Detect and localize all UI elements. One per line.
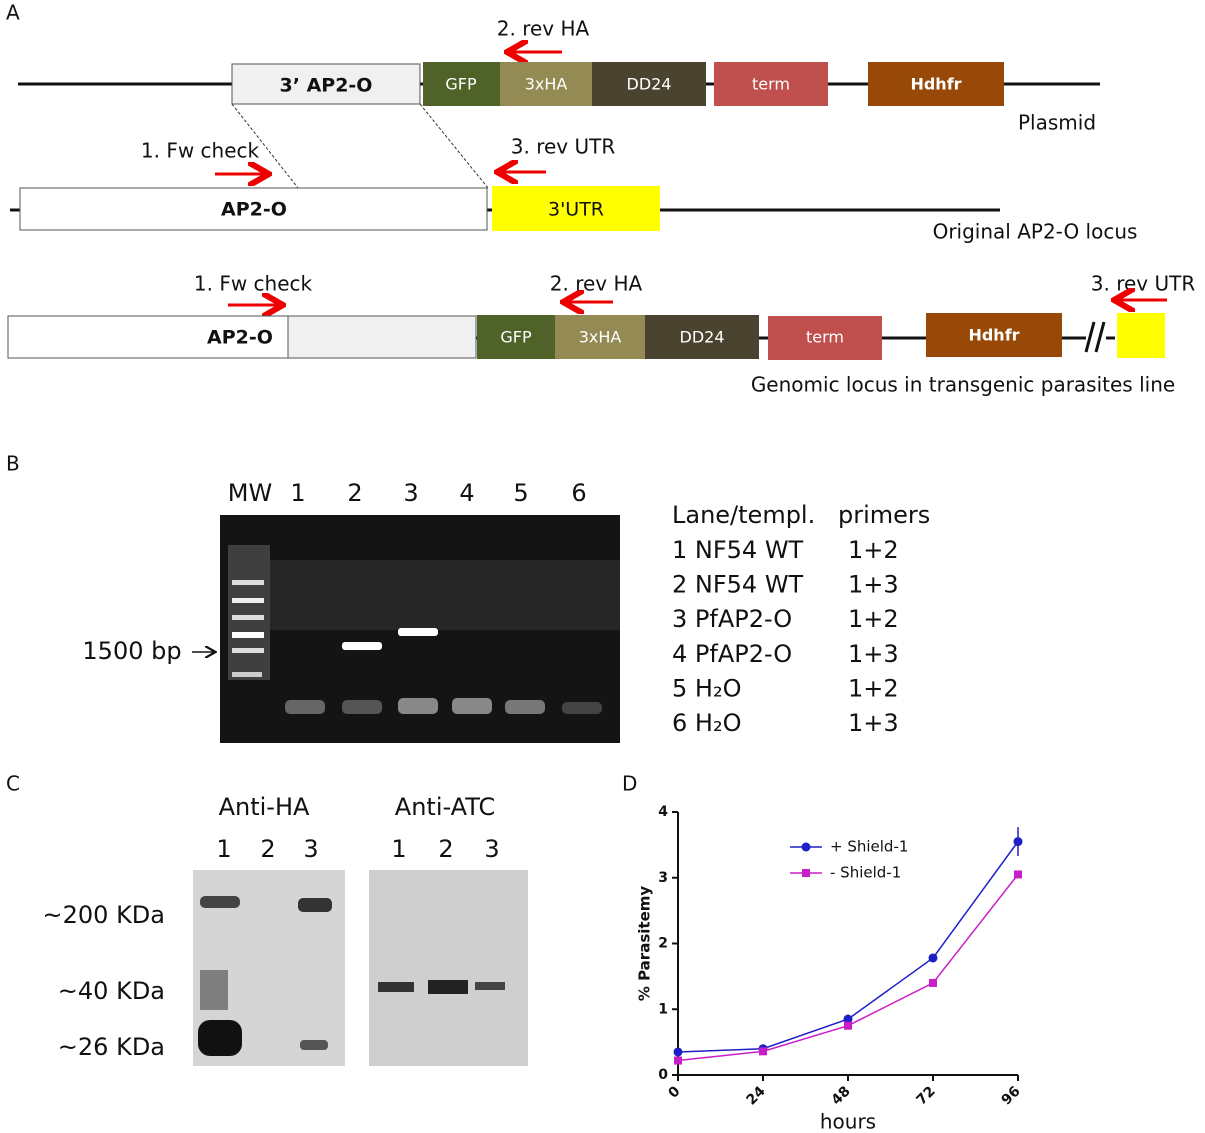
table-cell: 1+2 — [848, 605, 899, 633]
table-cell: 6 H₂O — [672, 709, 741, 737]
box-label: 3xHA — [579, 328, 622, 347]
lane-label: 3 — [303, 835, 318, 863]
lane-label: 1 — [290, 479, 305, 507]
table-cell: 4 PfAP2-O — [672, 640, 792, 668]
panel-label: A — [6, 1, 20, 25]
point — [844, 1021, 852, 1030]
box-label: DD24 — [627, 75, 672, 94]
size-label: ~200 KDa — [43, 901, 165, 929]
table-cell: 1+3 — [848, 571, 899, 599]
legend-label: - Shield-1 — [830, 864, 901, 882]
table-cell: 1+2 — [848, 674, 899, 702]
table-cell: 5 H₂O — [672, 674, 741, 702]
lane-label: 2 — [260, 835, 275, 863]
lane-label: 6 — [571, 479, 586, 507]
point — [1013, 837, 1023, 847]
caption: Genomic locus in transgenic parasites li… — [751, 373, 1175, 397]
table-cell: 1+3 — [848, 709, 899, 737]
lane-label: 1 — [216, 835, 231, 863]
table-cell: 2 NF54 WT — [672, 571, 804, 599]
point — [674, 1056, 682, 1065]
point — [843, 1014, 853, 1024]
box-label: term — [806, 328, 844, 347]
lane-label: 2 — [347, 479, 362, 507]
blot-title: Anti-HA — [219, 793, 310, 821]
size-label: ~40 KDa — [58, 977, 165, 1005]
primer: 3. rev UTR — [1091, 272, 1196, 296]
caption: Original AP2-O locus — [933, 220, 1138, 244]
box-label: GFP — [445, 75, 477, 94]
point — [759, 1047, 767, 1056]
point — [673, 1047, 683, 1057]
point — [929, 978, 937, 987]
primer: 3. rev UTR — [511, 135, 616, 159]
panel-label: C — [6, 772, 20, 796]
point — [928, 953, 938, 963]
lane-label: 1 — [391, 835, 406, 863]
x-axis-label: hours — [820, 1110, 876, 1133]
box-label: 3'UTR — [548, 199, 604, 221]
box-label: DD24 — [680, 328, 725, 347]
table-cell: 1+2 — [848, 536, 899, 564]
y-tick-label: 3 — [658, 870, 668, 886]
y-tick-label: 1 — [658, 1001, 668, 1017]
lane-label: 3 — [484, 835, 499, 863]
point — [1014, 870, 1022, 879]
gel — [220, 515, 620, 743]
transgenic-locus: 1. Fw check 2. rev HA 3. rev UTR AP2-O G… — [7, 272, 1196, 397]
caption: Plasmid — [1018, 111, 1096, 135]
box-label: 3xHA — [525, 75, 568, 94]
panel-label: B — [6, 452, 20, 476]
plasmid: 2. rev HA 3’ AP2-O GFP 3xHA DD24 term Hd… — [18, 17, 1100, 135]
lane-label: 4 — [459, 479, 474, 507]
box-label: Hdhfr — [910, 75, 961, 94]
box-label: Hdhfr — [968, 326, 1019, 345]
primer: 1. Fw check — [141, 139, 260, 163]
table-cell: 1 NF54 WT — [672, 536, 804, 564]
lane-label: 3 — [403, 479, 418, 507]
primer: 2. rev HA — [550, 272, 643, 296]
box-label: AP2-O — [221, 199, 287, 221]
table-header: primers — [838, 501, 930, 529]
blot-title: Anti-ATC — [395, 793, 495, 821]
box-label: AP2-O — [207, 327, 273, 349]
y-tick-label: 2 — [658, 936, 668, 952]
box-label: GFP — [500, 328, 532, 347]
table-header: Lane/templ. — [672, 501, 815, 529]
table-cell: 1+3 — [848, 640, 899, 668]
table-cell: 3 PfAP2-O — [672, 605, 792, 633]
size-label: ~26 KDa — [58, 1033, 165, 1061]
panel-label: D — [622, 772, 637, 796]
primer: 2. rev HA — [497, 17, 590, 41]
lane-label: MW — [228, 479, 272, 507]
marker-label: 1500 bp — [82, 637, 181, 665]
y-tick-label: 0 — [658, 1067, 668, 1083]
blot — [193, 870, 528, 1066]
legend-label: + Shield-1 — [830, 838, 908, 856]
box-label: 3’ AP2-O — [280, 75, 373, 97]
y-tick-label: 4 — [658, 804, 668, 820]
box-label: term — [752, 75, 790, 94]
legend-marker — [801, 842, 811, 852]
original-locus: 1. Fw check 3. rev UTR AP2-O 3'UTR Origi… — [10, 135, 1137, 244]
y-axis-label: % Parasitemy — [636, 886, 654, 1002]
lane-label: 2 — [438, 835, 453, 863]
primer: 1. Fw check — [194, 272, 313, 296]
lane-label: 5 — [513, 479, 528, 507]
legend-marker — [802, 869, 810, 877]
